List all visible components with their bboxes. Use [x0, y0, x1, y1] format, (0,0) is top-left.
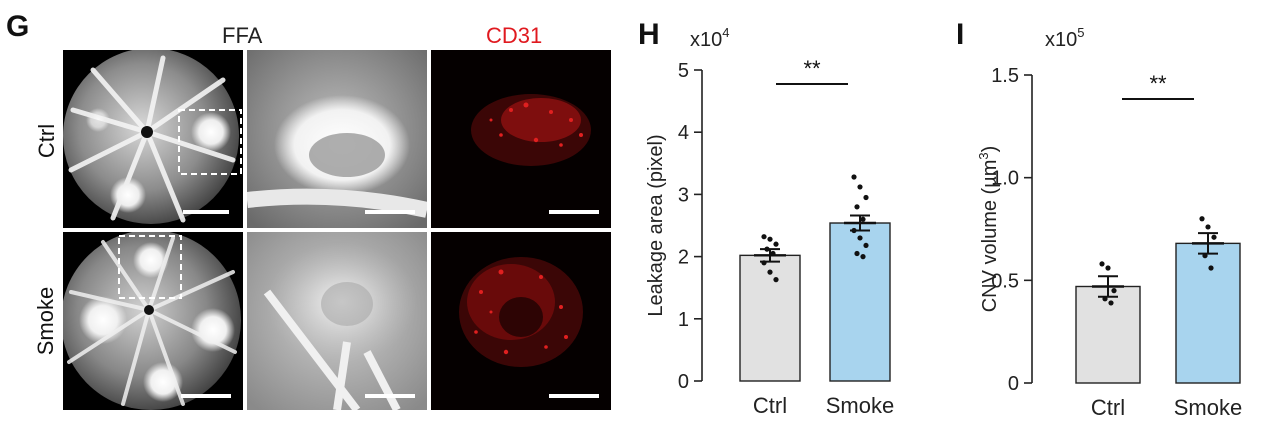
data-point	[767, 269, 773, 275]
cd31-ctrl-image	[431, 50, 611, 228]
data-point	[764, 246, 770, 252]
scale-bar	[365, 210, 415, 214]
data-point	[851, 227, 857, 234]
ffa-zoom-ctrl-image	[247, 50, 427, 228]
panel-letter-i: I	[956, 18, 964, 51]
scale-bar	[183, 210, 229, 214]
data-point	[1199, 216, 1205, 222]
data-point	[860, 216, 866, 222]
x-tick-label: Ctrl	[1091, 395, 1125, 420]
scale-bar	[549, 210, 599, 214]
scale-bar	[549, 394, 599, 398]
y-tick-label: 3	[678, 184, 689, 206]
data-point	[773, 277, 779, 283]
data-point	[863, 242, 869, 249]
data-point	[1099, 261, 1105, 267]
data-point	[857, 184, 863, 190]
significance-label: **	[1149, 71, 1167, 96]
data-point	[1108, 300, 1114, 306]
data-point	[863, 194, 869, 201]
data-point	[857, 235, 863, 241]
panel-letter-g: G	[6, 10, 30, 43]
bar-ctrl	[1075, 285, 1141, 384]
y-tick-label: 2	[678, 247, 689, 269]
row-label-ctrl: Ctrl	[34, 123, 59, 159]
scale-bar	[365, 394, 415, 398]
x-tick-label: Smoke	[826, 393, 894, 418]
data-point	[1208, 265, 1214, 271]
y-tick-label: 1.5	[991, 65, 1019, 87]
bar-ctrl	[739, 254, 801, 382]
data-point	[1102, 296, 1108, 302]
data-point	[851, 174, 857, 180]
axis-multiplier-label: x104	[690, 25, 729, 51]
ffa-zoom-smoke-image	[247, 232, 427, 410]
y-tick-label: 0	[678, 371, 689, 393]
header-ffa: FFA	[222, 23, 263, 48]
ffa-fundus-smoke-image	[63, 232, 243, 410]
x-tick-label: Smoke	[1174, 395, 1242, 420]
row-label-smoke: Smoke	[33, 286, 58, 356]
data-point	[761, 260, 767, 266]
y-tick-label: 0	[1008, 373, 1019, 395]
y-tick-label: 5	[678, 60, 689, 82]
scale-bar	[181, 394, 231, 398]
y-tick-label: 4	[678, 122, 689, 144]
y-axis-title: CNV volume (µm3)	[976, 146, 1001, 313]
data-point	[773, 241, 779, 247]
data-point	[761, 234, 767, 240]
y-axis-title: Leakage area (pixel)	[645, 134, 667, 316]
data-point	[1105, 265, 1111, 271]
data-point	[770, 250, 776, 257]
axis-multiplier-label: x105	[1045, 25, 1084, 51]
y-tick-label: 0.5	[991, 270, 1019, 292]
ffa-fundus-ctrl-image	[63, 50, 243, 228]
y-tick-label: 1.0	[991, 168, 1019, 190]
data-point	[1205, 224, 1211, 230]
significance-label: **	[803, 56, 821, 81]
data-point	[1202, 253, 1208, 259]
data-point	[1211, 234, 1217, 240]
data-point	[854, 204, 860, 210]
header-cd31: CD31	[486, 23, 543, 48]
y-tick-label: 1	[678, 309, 689, 331]
cd31-smoke-image	[431, 232, 611, 410]
bar-smoke	[829, 222, 891, 382]
data-point	[1111, 288, 1117, 294]
data-point	[854, 250, 860, 257]
bar-smoke	[1175, 242, 1241, 384]
panel-letter-h: H	[638, 18, 660, 51]
data-point	[860, 254, 866, 260]
x-tick-label: Ctrl	[753, 393, 787, 418]
data-point	[767, 236, 773, 242]
